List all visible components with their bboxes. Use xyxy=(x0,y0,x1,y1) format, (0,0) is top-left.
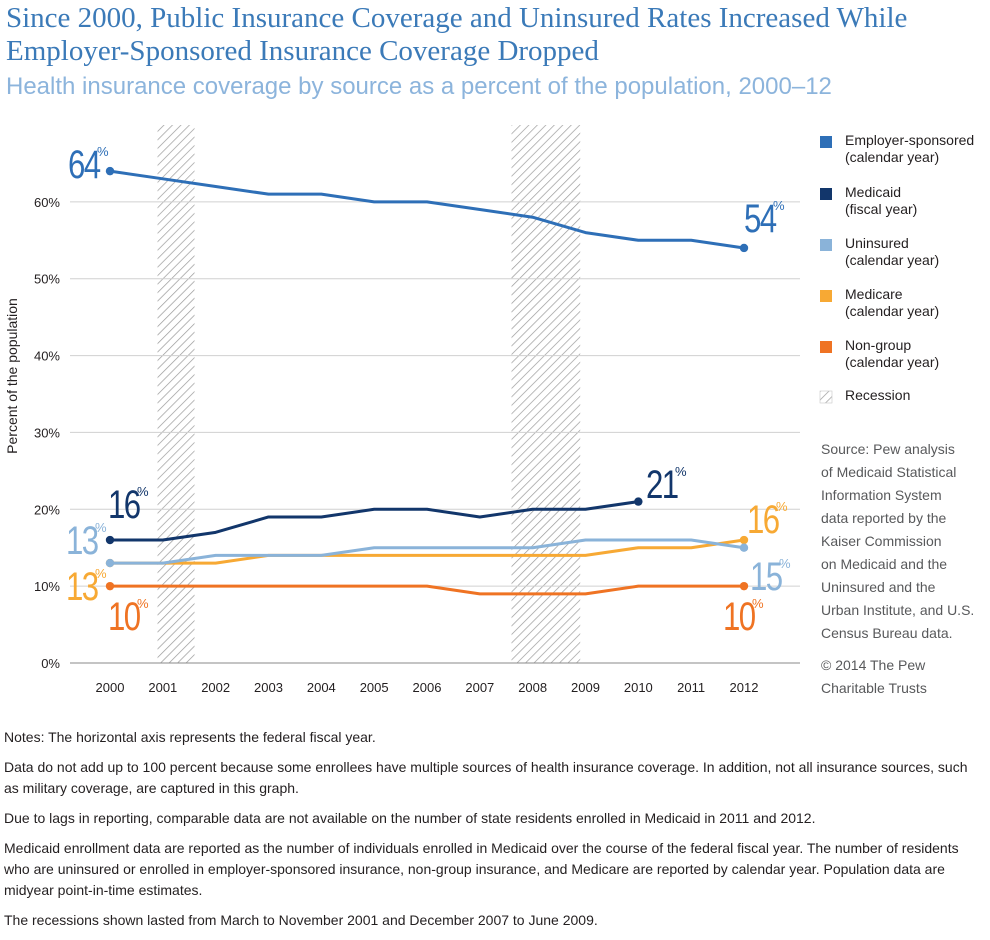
legend-label-medicare: Medicare xyxy=(845,286,903,302)
source-line: data reported by the xyxy=(821,510,947,526)
legend-label-employer: Employer-sponsored xyxy=(845,132,975,148)
note-paragraph: Data do not add up to 100 percent becaus… xyxy=(4,759,968,796)
y-axis-label: Percent of the population xyxy=(4,298,20,454)
series-start-dot-non-group xyxy=(105,581,115,591)
value-label-uninsured-start: 13 xyxy=(66,518,98,563)
x-tick-label: 2004 xyxy=(307,680,336,695)
series-line-non-group xyxy=(108,584,746,596)
series-end-dot-uninsured xyxy=(739,543,749,552)
chart-subtitle: Health insurance coverage by source as a… xyxy=(6,73,832,100)
y-tick-label: 0% xyxy=(41,656,60,671)
y-tick-label: 40% xyxy=(34,349,60,364)
series-end-dot-medicare xyxy=(739,535,749,545)
legend-swatch-medicare xyxy=(820,290,832,302)
legend-label-medicaid: Medicaid xyxy=(845,184,902,200)
y-tick-label: 60% xyxy=(34,195,60,210)
legend-swatch-uninsured xyxy=(820,239,832,251)
series-start-dot-employer-sponsored xyxy=(105,166,115,176)
x-tick-label: 2000 xyxy=(96,680,125,695)
percent-sign: % xyxy=(776,499,788,514)
x-tick-label: 2003 xyxy=(254,680,283,695)
source-line: Census Bureau data. xyxy=(821,625,953,641)
legend-label-uninsured: Uninsured xyxy=(845,235,909,251)
x-tick-label: 2008 xyxy=(518,680,547,695)
value-label-uninsured-end: 15 xyxy=(750,554,782,599)
series-start-dot-uninsured xyxy=(105,558,115,568)
percent-sign: % xyxy=(97,144,109,159)
series-line-medicaid xyxy=(108,500,640,542)
value-label-employer-sponsored-start: 64 xyxy=(68,142,100,187)
percent-sign: % xyxy=(95,566,107,581)
value-label-non-group-end: 10 xyxy=(723,594,755,639)
series-end-dot-medicaid xyxy=(634,497,643,506)
source-line: Source: Pew analysis xyxy=(821,441,955,457)
legend-label-nongroup: Non-group xyxy=(845,337,912,353)
percent-sign: % xyxy=(773,198,785,213)
y-tick-label: 50% xyxy=(34,272,60,287)
legend-sub-uninsured: (calendar year) xyxy=(845,252,940,268)
copyright-line: Charitable Trusts xyxy=(821,680,927,696)
legend-swatch-medicaid xyxy=(820,188,832,200)
percent-sign: % xyxy=(675,464,687,479)
recession-band-1 xyxy=(157,125,195,663)
source-line: Uninsured and the xyxy=(821,579,936,595)
series-line-employer-sponsored xyxy=(108,169,746,250)
percent-sign: % xyxy=(779,556,791,571)
value-label-medicare-start: 13 xyxy=(66,564,98,609)
copyright: © 2014 The Pew Charitable Trusts xyxy=(821,654,986,700)
notes: Notes: The horizontal axis represents th… xyxy=(4,727,986,940)
recession-band-2 xyxy=(511,125,581,663)
x-tick-label: 2005 xyxy=(360,680,389,695)
x-tick-label: 2001 xyxy=(148,680,177,695)
legend-swatch-recession xyxy=(819,390,833,404)
percent-sign: % xyxy=(137,484,149,499)
series-end-dot-employer-sponsored xyxy=(739,243,749,253)
legend-label-recession: Recession xyxy=(845,387,911,403)
source-line: Information System xyxy=(821,487,942,503)
percent-sign: % xyxy=(95,520,107,535)
source-line: on Medicaid and the xyxy=(821,556,948,572)
source-line: of Medicaid Statistical xyxy=(821,464,957,480)
value-label-employer-sponsored-end: 54 xyxy=(744,196,776,241)
note-paragraph: Due to lags in reporting, comparable dat… xyxy=(4,810,816,826)
y-tick-label: 30% xyxy=(34,425,60,440)
line-chart: 0% 10% 20% 30% 40% 50% 60% 2000 2001 2002 2003 200… xyxy=(4,125,800,695)
x-tick-label: 2007 xyxy=(465,680,494,695)
series-end-dot-non-group xyxy=(739,581,749,591)
x-tick-label: 2012 xyxy=(730,680,759,695)
series-start-dot-medicaid xyxy=(105,535,115,545)
chart-title: Since 2000, Public Insurance Coverage an… xyxy=(6,2,908,67)
x-tick-label: 2010 xyxy=(624,680,653,695)
source-line: Kaiser Commission xyxy=(821,533,942,549)
note-paragraph: The recessions shown lasted from March t… xyxy=(4,912,598,928)
note-paragraph: Medicaid enrollment data are reported as… xyxy=(4,840,959,898)
x-tick-label: 2002 xyxy=(201,680,230,695)
note-paragraph: Notes: The horizontal axis represents th… xyxy=(4,729,376,745)
value-label-non-group-start: 10 xyxy=(108,594,140,639)
x-tick-label: 2006 xyxy=(413,680,442,695)
series-line-uninsured xyxy=(108,538,746,565)
percent-sign: % xyxy=(137,596,149,611)
legend-sub-medicaid: (fiscal year) xyxy=(845,201,918,217)
value-label-medicaid-end: 21 xyxy=(646,462,678,507)
legend-sub-nongroup: (calendar year) xyxy=(845,354,940,370)
value-label-medicare-end: 16 xyxy=(747,497,779,542)
y-tick-label: 10% xyxy=(34,579,60,594)
x-tick-label: 2011 xyxy=(677,680,705,695)
percent-sign: % xyxy=(752,596,764,611)
source-line: Urban Institute, and U.S. xyxy=(821,602,975,618)
legend-sub-employer: (calendar year) xyxy=(845,149,940,165)
legend-sub-medicare: (calendar year) xyxy=(845,303,940,319)
x-tick-label: 2009 xyxy=(571,680,600,695)
series-line-medicare xyxy=(108,538,746,565)
source-note: Source: Pew analysis of Medicaid Statist… xyxy=(821,438,986,645)
legend-swatch-nongroup xyxy=(820,341,832,353)
value-label-medicaid-start: 16 xyxy=(108,482,140,527)
copyright-line: © 2014 The Pew xyxy=(821,657,926,673)
legend-swatch-employer xyxy=(820,136,832,148)
y-tick-label: 20% xyxy=(34,502,60,517)
